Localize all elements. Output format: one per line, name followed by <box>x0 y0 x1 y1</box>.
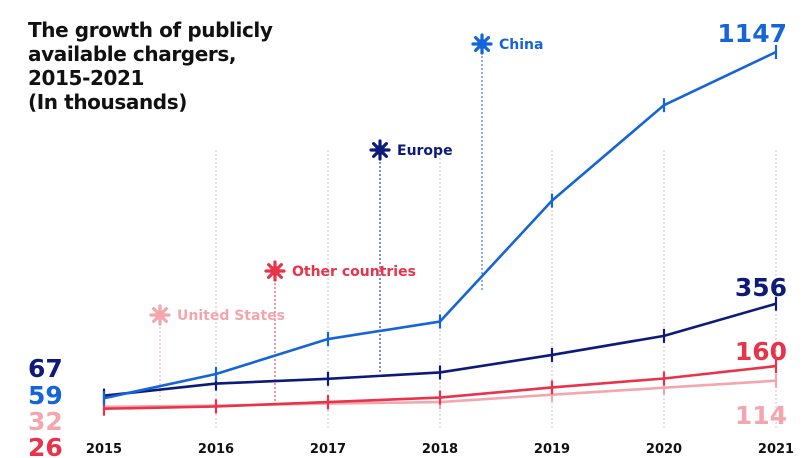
end-value-other-countries: 160 <box>735 337 787 366</box>
chart-title-line-4: (In thousands) <box>28 90 187 114</box>
start-value-other-countries: 26 <box>28 433 63 458</box>
end-value-united-states: 114 <box>735 401 787 430</box>
chart-title: The growth of publicly available charger… <box>28 18 273 114</box>
legend-label-china: China <box>499 37 543 53</box>
legend-label-united-states: United States <box>177 308 285 324</box>
chart-title-line-2: available chargers, <box>28 42 237 66</box>
start-value-europe: 67 <box>28 354 63 383</box>
legend-label-other-countries: Other countries <box>292 264 416 280</box>
x-tick-label-2019: 2019 <box>534 442 570 457</box>
end-value-china: 1147 <box>717 19 787 48</box>
chart-title-line-1: The growth of publicly <box>28 18 273 42</box>
x-tick-label-2020: 2020 <box>646 442 682 457</box>
x-tick-label-2017: 2017 <box>310 442 346 457</box>
legend-marker-united-states <box>149 304 171 326</box>
legend-marker-europe <box>369 139 391 161</box>
start-value-united-states: 32 <box>28 407 63 436</box>
legend-label-europe: Europe <box>397 143 453 159</box>
x-tick-label-2021: 2021 <box>758 442 794 457</box>
gridlines <box>215 150 777 430</box>
legend-marker-other-countries <box>264 260 286 282</box>
start-value-china: 59 <box>28 381 63 410</box>
value-labels: 59 1147 67 356 26 160 32 114 <box>28 19 787 458</box>
x-tick-label-2015: 2015 <box>86 442 122 457</box>
legend-marker-china <box>471 33 493 55</box>
series-lines <box>102 45 778 416</box>
chart-title-line-3: 2015-2021 <box>28 66 145 90</box>
x-axis: 2015 2016 2017 2018 2019 2020 2021 <box>86 442 794 457</box>
end-value-europe: 356 <box>735 273 787 302</box>
x-tick-label-2018: 2018 <box>422 442 458 457</box>
legend-callouts: China Europe Other countries United States <box>149 33 543 405</box>
x-tick-label-2016: 2016 <box>198 442 234 457</box>
